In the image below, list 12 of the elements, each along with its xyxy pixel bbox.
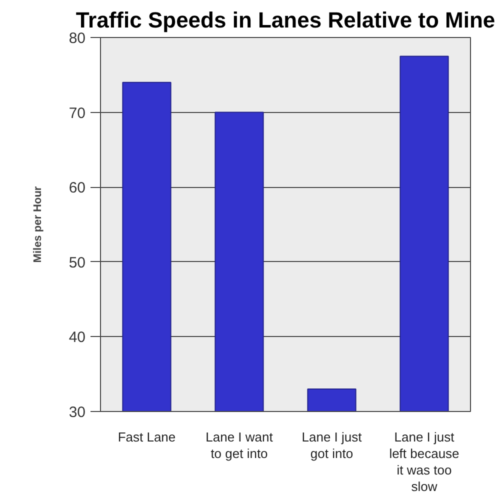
y-tick-label: 70 <box>68 104 86 122</box>
y-axis-title: Miles per Hour <box>32 186 44 263</box>
x-tick-label: Lane I just got into <box>302 430 362 461</box>
y-tick-label: 30 <box>68 404 86 421</box>
x-tick-label: Fast Lane <box>118 430 176 444</box>
y-tick-label: 50 <box>68 254 86 272</box>
x-tick-label: Lane I just left because it was too slow <box>389 430 460 494</box>
y-tick-label: 80 <box>68 30 86 47</box>
y-tick-label: 60 <box>68 180 86 197</box>
x-tick-label: Lane I want to get into <box>206 430 274 461</box>
y-tick-label: 40 <box>68 329 86 346</box>
chart-title: Traffic Speeds in Lanes Relative to Mine <box>76 8 496 32</box>
